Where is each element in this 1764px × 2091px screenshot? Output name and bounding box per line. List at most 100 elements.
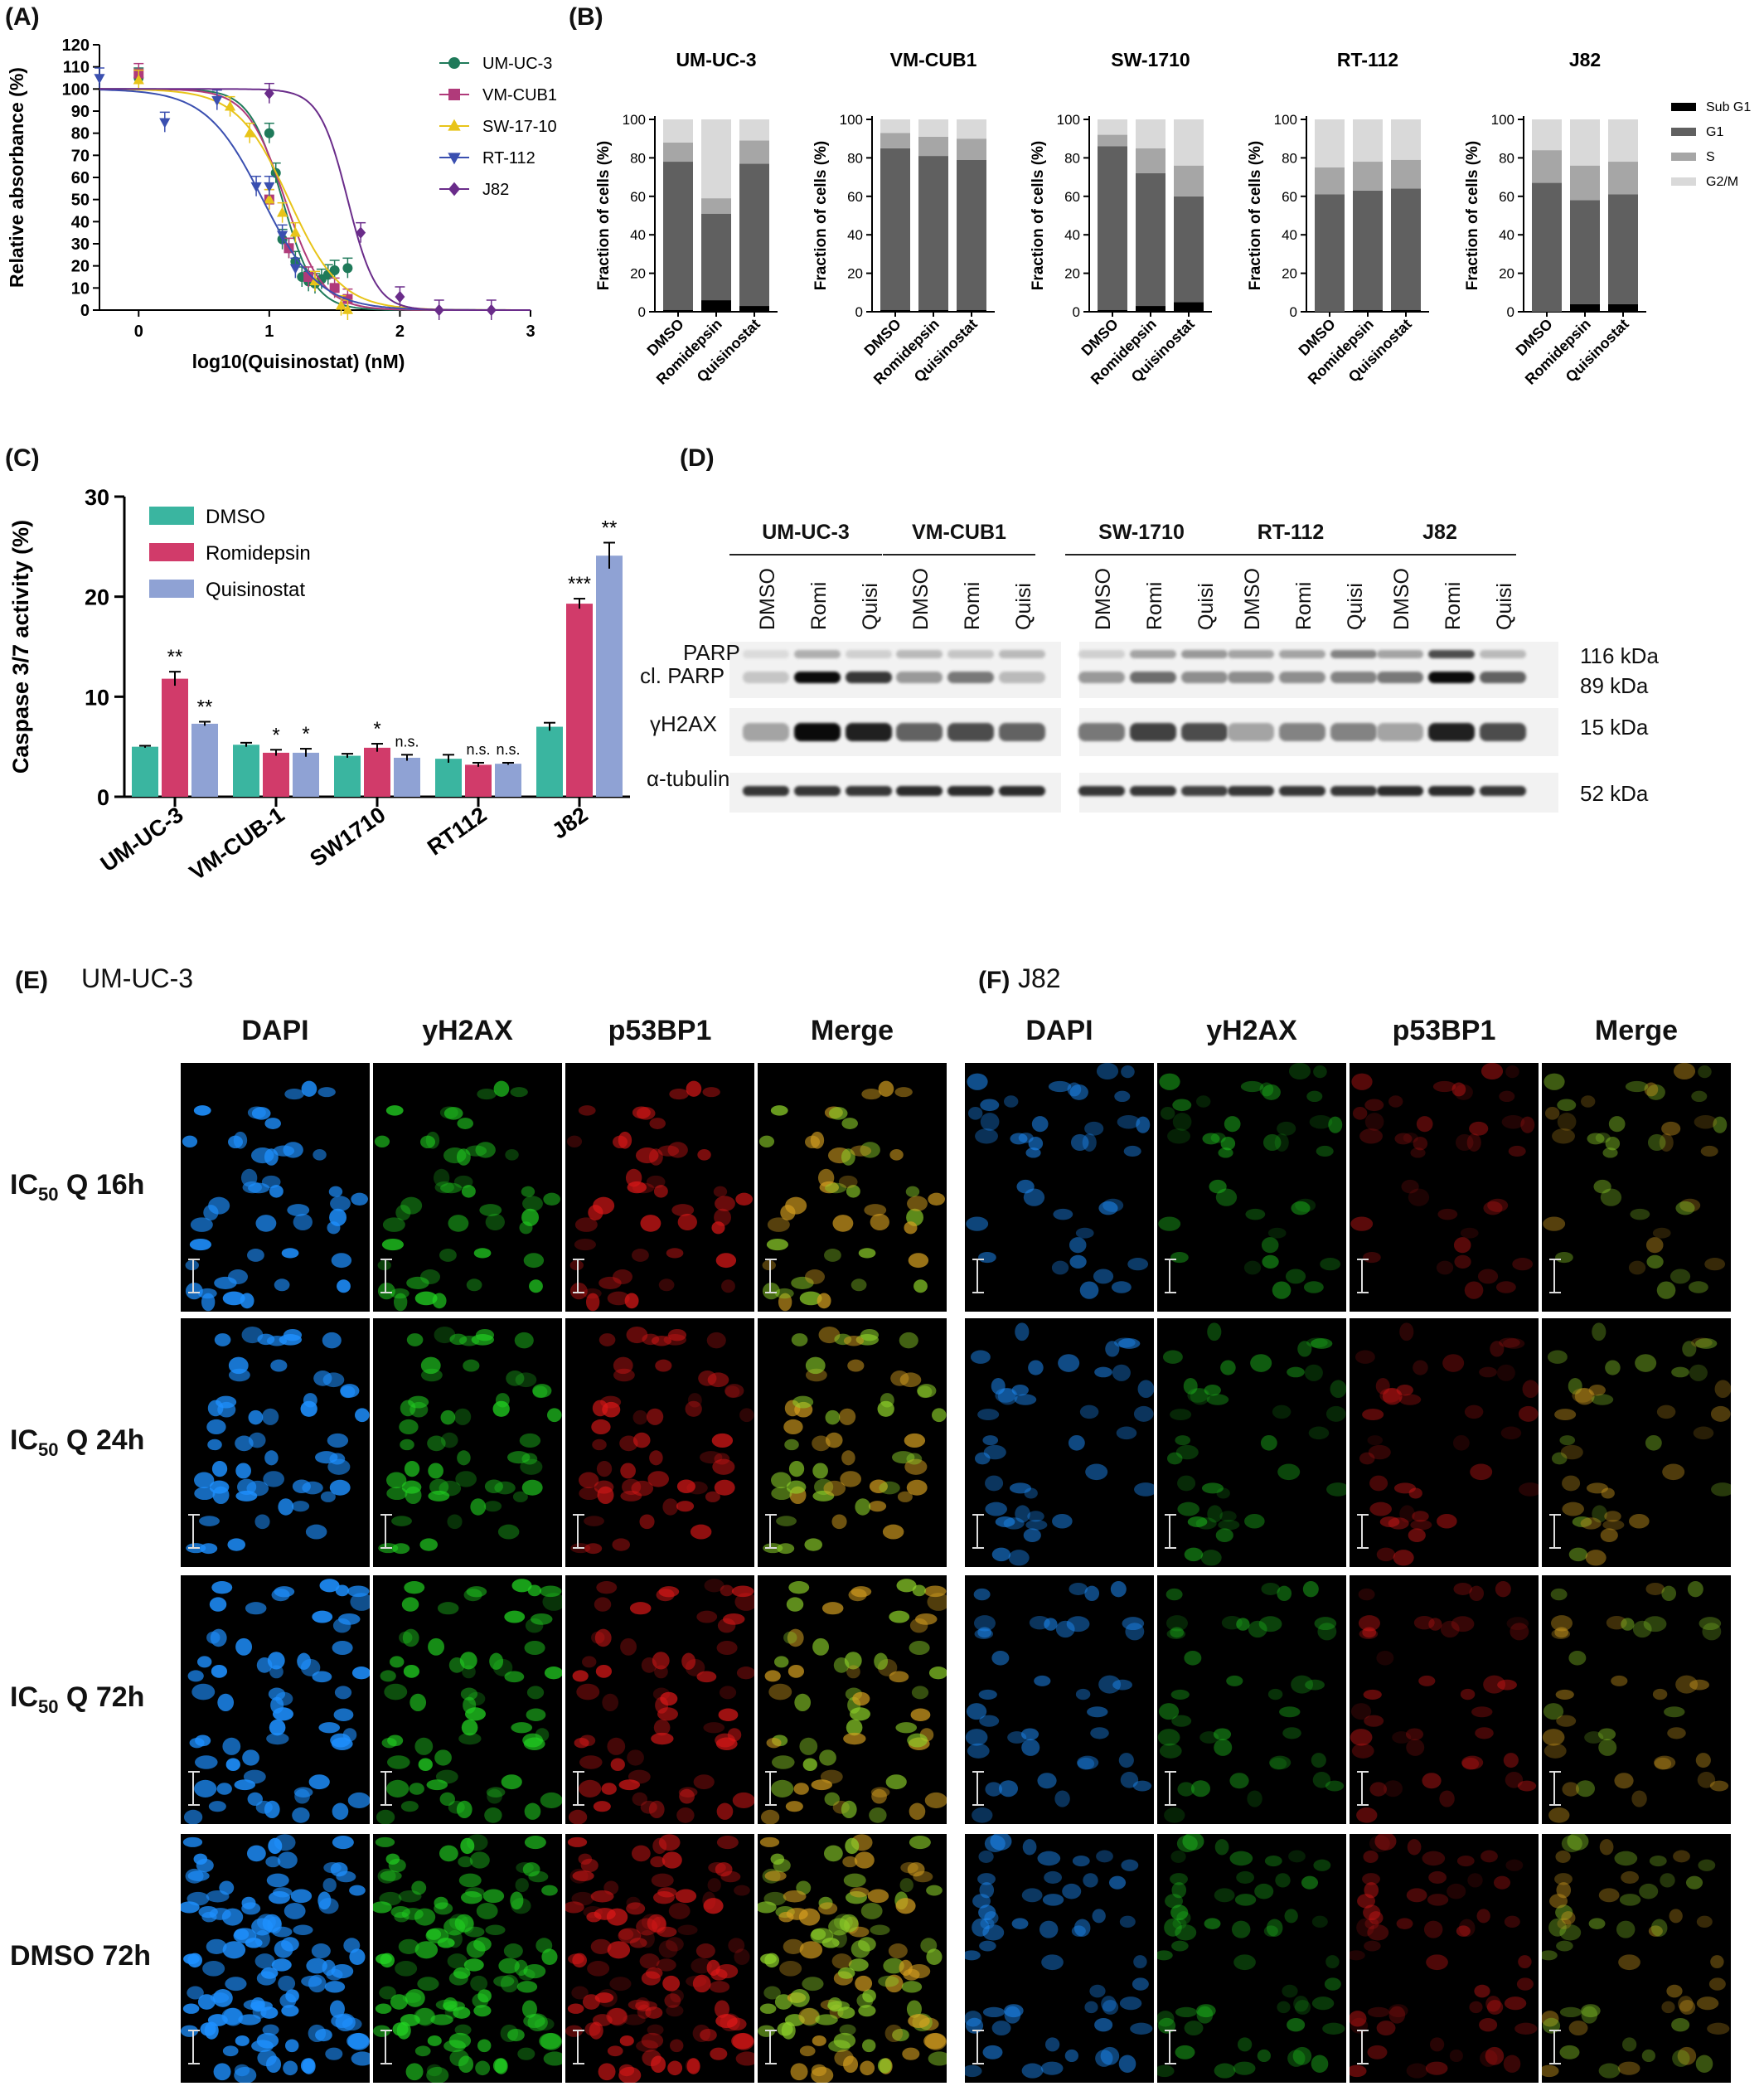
nucleus [1304,1364,1323,1381]
nucleus [1237,2037,1253,2052]
nucleus [1055,1620,1075,1638]
nucleus [909,1802,926,1820]
nucleus [1118,1338,1141,1349]
nucleus [980,1918,995,1929]
nucleus [191,1683,216,1700]
nucleus [1604,1511,1621,1522]
nucleus [1548,1918,1567,1937]
nucleus [759,2003,777,2014]
nucleus [279,1993,297,2008]
x-tick-label: SW1710 [305,802,390,871]
blot-row-label-clparp: cl. PARP [640,663,725,688]
nucleus [647,1408,664,1425]
nucleus [331,2014,353,2028]
nucleus [473,2005,492,2017]
nucleus [1171,1715,1192,1727]
nucleus [1568,1650,1587,1666]
nucleus [1661,1585,1677,1602]
nucleus [492,1400,510,1417]
blot-lane-label: DMSO [1390,568,1413,630]
nucleus [860,2060,875,2076]
micro-tile-p53bp1 [565,1834,754,2083]
nucleus [1196,2006,1214,2024]
nucleus [839,1408,856,1425]
bar-segment-Sub G1 [739,306,769,312]
data-point-J82 [264,87,274,99]
nucleus [194,1487,216,1501]
nucleus [456,1148,471,1166]
nucleus [991,1547,1011,1562]
bar-segment-S [1570,165,1600,201]
nucleus [640,1215,662,1232]
blot-band-clparp [1181,672,1228,683]
nucleus [228,1135,244,1149]
significance-label: ** [197,696,213,719]
nucleus [786,1480,807,1494]
nucleus [709,1981,730,1993]
nucleus [967,1743,990,1759]
nucleus [1073,1919,1091,1937]
nucleus [928,1666,947,1680]
panel-subtitle-e: UM-UC-3 [81,963,194,993]
nucleus [1363,1689,1382,1700]
nucleus [799,2045,816,2057]
nucleus [1021,1888,1043,1903]
nucleus [1374,1834,1397,1851]
nucleus [526,1686,545,1700]
bar-segment-G1 [1532,182,1562,312]
nucleus [818,1902,838,1915]
nucleus [1158,1703,1180,1720]
nucleus [406,1333,424,1346]
nucleus [302,1481,323,1495]
nucleus [182,1836,203,1847]
nucleus [812,1463,828,1479]
nucleus [1550,1615,1573,1632]
nucleus [728,1938,745,1953]
micro-image [758,1834,947,2083]
nucleus [1359,1128,1383,1144]
y-tick-label: 20 [71,258,90,276]
nucleus [1204,1385,1221,1396]
nucleus [1037,1773,1057,1789]
nucleus [654,1665,668,1679]
nucleus [453,2006,471,2019]
nucleus [477,1989,492,2003]
blot-band-clparp [743,672,789,683]
nucleus [1679,1198,1701,1212]
nucleus [623,2014,646,2026]
blot-cell-line-label: J82 [1422,521,1457,544]
nucleus [1544,1073,1565,1090]
data-point-SW-17-10 [335,299,347,310]
nucleus [470,1975,488,1992]
blot-band-clparp [947,672,994,683]
nucleus [208,1196,230,1215]
legend-label-Romidepsin: Romidepsin [206,542,311,565]
nucleus [1125,1623,1145,1641]
nucleus [1621,2037,1637,2052]
nucleus [1410,1519,1432,1531]
nucleus [350,1593,370,1611]
nucleus [1471,1706,1493,1718]
nucleus [837,1967,855,1979]
nucleus [594,1597,612,1612]
nucleus [606,2007,628,2026]
nucleus [1177,1475,1196,1492]
nucleus [1267,1688,1283,1700]
x-tick-label: RT112 [423,802,491,860]
nucleus [1051,1260,1069,1275]
nucleus [420,1356,441,1375]
nucleus [228,1356,249,1375]
scale-bar [1165,1514,1179,1549]
bar-segment-Sub G1 [1174,302,1204,312]
nucleus [1075,1227,1094,1239]
nucleus [636,1107,656,1120]
bar-segment-G1 [1608,194,1638,304]
micro-image [970,1322,1154,1566]
nucleus [1010,1133,1028,1145]
nucleus [1406,2063,1428,2079]
nucleus [1084,2001,1098,2014]
nucleus [1087,1706,1108,1718]
row-label-sub: 50 [38,1183,59,1205]
nucleus [1432,1080,1456,1093]
blot-band-parp [1377,650,1423,658]
